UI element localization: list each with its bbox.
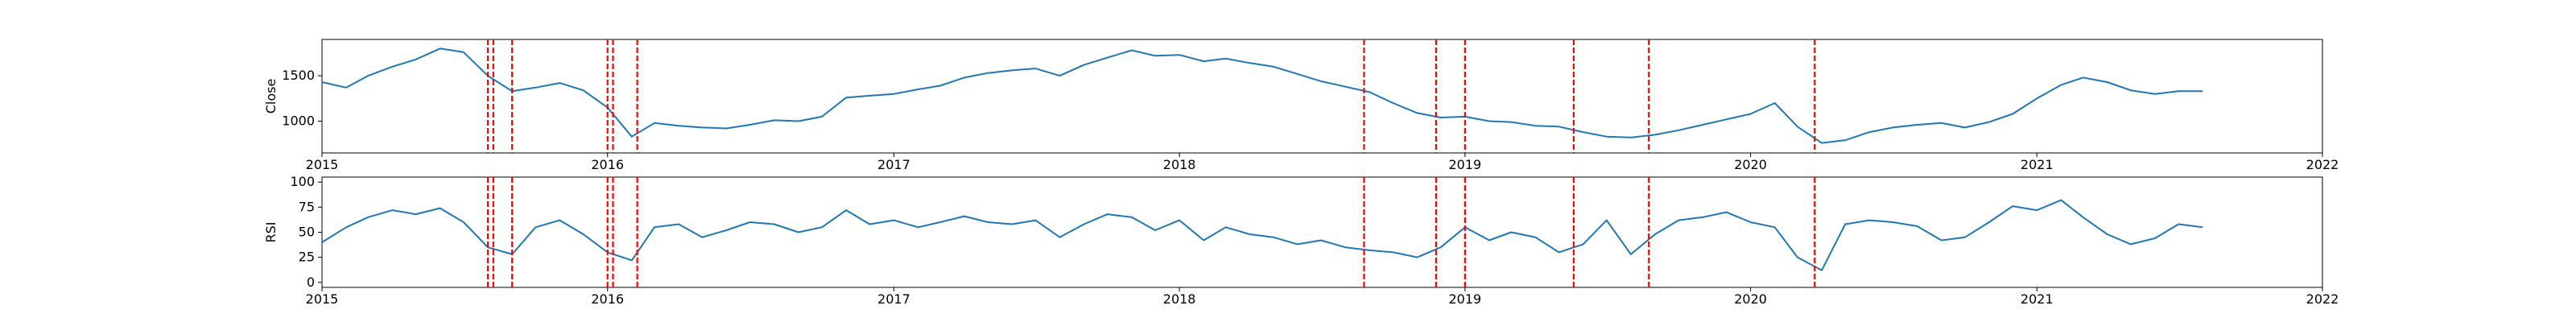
x-tick-label: 2015 (306, 291, 339, 307)
y-tick-label: 75 (299, 199, 315, 214)
x-tick-label: 2015 (306, 157, 339, 172)
y-tick-label: 25 (299, 250, 315, 265)
x-tick-label: 2019 (1449, 291, 1482, 307)
x-tick-label: 2020 (1734, 157, 1767, 172)
x-tick-label: 2021 (2021, 157, 2054, 172)
x-tick-label: 2019 (1449, 157, 1482, 172)
rsi-panel: 2015 2016 2017 2018 2019 2020 2021 2022 0 25 50 75 1… (263, 174, 2339, 307)
x-tick-label: 2022 (2306, 291, 2339, 307)
x-tick-label: 2018 (1163, 157, 1196, 172)
y-tick-label: 100 (290, 174, 315, 189)
y-axis-label: RSI (263, 222, 279, 243)
y-tick-label: 1500 (282, 68, 315, 83)
x-tick-label: 2017 (877, 291, 910, 307)
close-price-panel: 2015 2016 2017 2018 2019 2020 2021 2022 1000 1500… (263, 39, 2339, 172)
x-tick-label: 2017 (877, 157, 910, 172)
y-axis-label: Close (263, 79, 279, 114)
x-tick-label: 2018 (1163, 291, 1196, 307)
x-tick-label: 2022 (2306, 157, 2339, 172)
y-tick-label: 50 (299, 225, 315, 240)
axes-frame (321, 176, 2323, 288)
x-tick-label: 2021 (2021, 291, 2054, 307)
x-tick-label: 2016 (591, 157, 624, 172)
series-line (321, 199, 2203, 271)
axes-frame (321, 39, 2323, 154)
y-tick-label: 0 (307, 275, 315, 290)
x-tick-label: 2016 (591, 291, 624, 307)
x-tick-label: 2020 (1734, 291, 1767, 307)
y-tick-label: 1000 (282, 114, 315, 129)
series-line (321, 47, 2203, 144)
